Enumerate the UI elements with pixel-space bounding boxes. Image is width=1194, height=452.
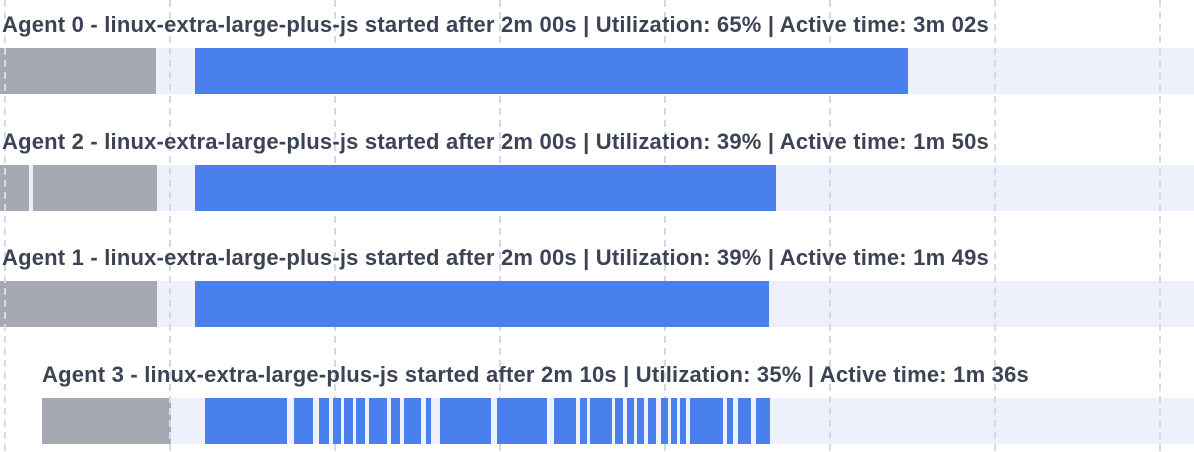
active-bar-segment — [319, 398, 329, 444]
active-bar-segment — [195, 165, 776, 211]
active-bar-segment — [294, 398, 313, 444]
active-bar-segment — [369, 398, 387, 444]
time-gridline — [334, 0, 336, 452]
time-gridline — [4, 0, 6, 452]
active-bar-segment — [195, 281, 769, 327]
active-bar-segment — [690, 398, 723, 444]
active-bar-segment — [671, 398, 677, 444]
active-bar-segment — [648, 398, 656, 444]
active-bar-segment — [391, 398, 400, 444]
active-bar-segment — [738, 398, 751, 444]
active-bar-segment — [727, 398, 733, 444]
time-gridline — [1159, 0, 1161, 452]
active-bar-segment — [680, 398, 686, 444]
active-bar-segment — [590, 398, 612, 444]
active-bar-segment — [627, 398, 634, 444]
active-bar-segment — [344, 398, 353, 444]
active-bar-segment — [333, 398, 341, 444]
active-bar-segment — [195, 48, 908, 94]
active-bar-segment — [637, 398, 644, 444]
time-gridline — [169, 0, 171, 452]
queue-bar-segment — [0, 281, 157, 327]
active-bar-segment — [356, 398, 365, 444]
active-bar-segment — [580, 398, 587, 444]
time-gridline — [994, 0, 996, 452]
time-gridline — [499, 0, 501, 452]
agent-row-label: Agent 3 - linux-extra-large-plus-js star… — [42, 362, 1029, 387]
active-bar-segment — [661, 398, 668, 444]
time-gridline — [829, 0, 831, 452]
active-bar-segment — [756, 398, 770, 444]
agent-row-label: Agent 0 - linux-extra-large-plus-js star… — [2, 12, 989, 37]
active-bar-segment — [205, 398, 287, 444]
active-bar-segment — [440, 398, 491, 444]
active-bar-segment — [426, 398, 431, 444]
active-bar-segment — [497, 398, 547, 444]
queue-bar-segment — [0, 48, 156, 94]
time-gridline — [664, 0, 666, 452]
active-bar-segment — [404, 398, 421, 444]
queue-bar-segment — [33, 165, 157, 211]
agent-row-label: Agent 2 - linux-extra-large-plus-js star… — [2, 129, 989, 154]
active-bar-segment — [615, 398, 623, 444]
queue-bar-segment — [42, 398, 171, 444]
agent-row-label: Agent 1 - linux-extra-large-plus-js star… — [2, 245, 989, 270]
active-bar-segment — [554, 398, 576, 444]
